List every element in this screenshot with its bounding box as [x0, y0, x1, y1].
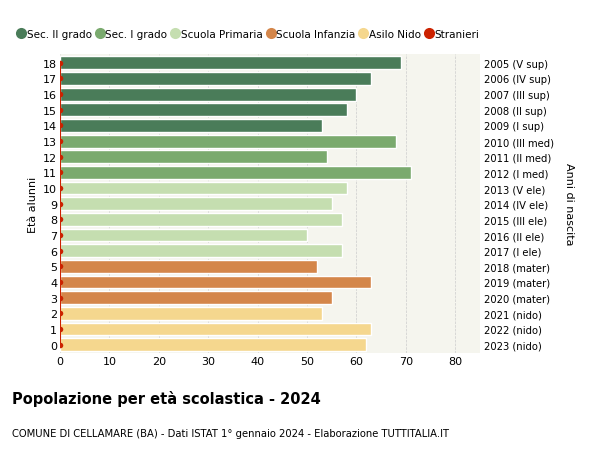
Bar	[60, 245, 341, 257]
Bar	[60, 213, 341, 226]
Text: Popolazione per età scolastica - 2024: Popolazione per età scolastica - 2024	[12, 390, 321, 406]
Bar	[60, 120, 322, 133]
Bar	[60, 338, 367, 351]
Bar	[60, 73, 371, 86]
Bar	[60, 135, 396, 148]
Legend: Sec. II grado, Sec. I grado, Scuola Primaria, Scuola Infanzia, Asilo Nido, Stran: Sec. II grado, Sec. I grado, Scuola Prim…	[14, 26, 484, 44]
Bar	[60, 57, 401, 70]
Bar	[60, 198, 332, 211]
Bar	[60, 89, 356, 101]
Bar	[60, 229, 307, 242]
Bar	[60, 182, 347, 195]
Y-axis label: Età alunni: Età alunni	[28, 176, 38, 232]
Bar	[60, 291, 332, 304]
Bar	[60, 104, 347, 117]
Bar	[60, 323, 371, 336]
Bar	[60, 167, 411, 179]
Bar	[60, 151, 327, 164]
Bar	[60, 307, 322, 320]
Bar	[60, 260, 317, 273]
Text: COMUNE DI CELLAMARE (BA) - Dati ISTAT 1° gennaio 2024 - Elaborazione TUTTITALIA.: COMUNE DI CELLAMARE (BA) - Dati ISTAT 1°…	[12, 428, 449, 438]
Y-axis label: Anni di nascita: Anni di nascita	[563, 163, 574, 246]
Bar	[60, 276, 371, 289]
